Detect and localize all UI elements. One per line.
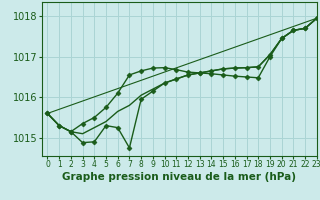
X-axis label: Graphe pression niveau de la mer (hPa): Graphe pression niveau de la mer (hPa) [62, 172, 296, 182]
